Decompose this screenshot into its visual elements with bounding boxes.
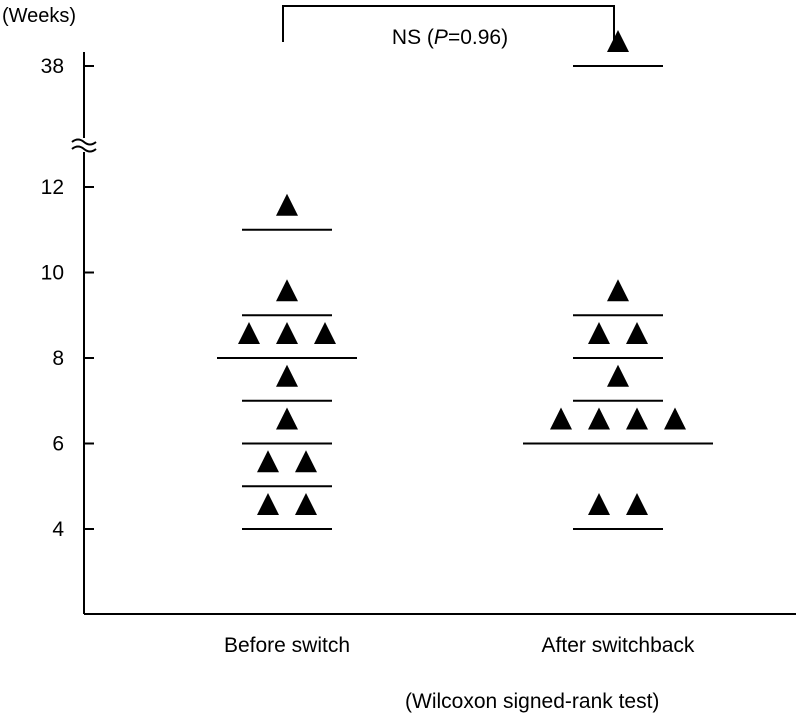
data-point-triangle <box>588 493 610 515</box>
data-point-triangle <box>276 407 298 430</box>
significance-label: NS (P=0.96) <box>392 26 508 49</box>
y-tick-label: 38 <box>41 55 64 78</box>
test-note: (Wilcoxon signed-rank test) <box>405 690 659 713</box>
y-unit-label: (Weeks) <box>2 5 76 27</box>
x-category-label: Before switch <box>224 634 350 657</box>
y-tick-label: 4 <box>52 518 64 541</box>
data-point-triangle <box>664 407 686 430</box>
significance-bracket: NS (P=0.96) <box>282 5 615 49</box>
data-point-triangle <box>276 364 298 387</box>
data-point-triangle <box>276 279 298 302</box>
data-point-triangle <box>607 364 629 387</box>
data-point-triangle <box>626 407 648 430</box>
data-point-triangle <box>588 407 610 430</box>
axis-break-icon <box>71 138 97 153</box>
data-point-triangle <box>295 493 317 515</box>
x-category-labels: Before switch After switchback <box>224 634 695 657</box>
data-point-triangle <box>295 450 317 473</box>
y-tick-label: 8 <box>52 347 64 370</box>
data-point-triangle <box>626 322 648 344</box>
data-groups <box>217 30 713 530</box>
y-ticks: 4 6 8 10 12 38 <box>41 55 94 541</box>
group-before-switch <box>217 193 357 530</box>
data-point-triangle <box>588 322 610 344</box>
data-point-triangle <box>276 322 298 344</box>
group-after-switchback <box>523 30 713 530</box>
data-point-triangle <box>607 279 629 302</box>
data-point-triangle <box>626 493 648 515</box>
x-category-label: After switchback <box>542 634 695 657</box>
data-point-triangle <box>257 450 279 473</box>
data-point-triangle <box>257 493 279 515</box>
y-tick-label: 10 <box>41 262 64 285</box>
data-point-triangle <box>238 322 260 344</box>
data-point-triangle <box>550 407 572 430</box>
bracket-line <box>282 5 615 42</box>
data-point-triangle <box>276 193 298 216</box>
data-point-triangle <box>314 322 336 344</box>
data-point-triangle <box>607 30 629 52</box>
y-tick-label: 12 <box>41 176 64 199</box>
y-tick-label: 6 <box>52 433 64 456</box>
